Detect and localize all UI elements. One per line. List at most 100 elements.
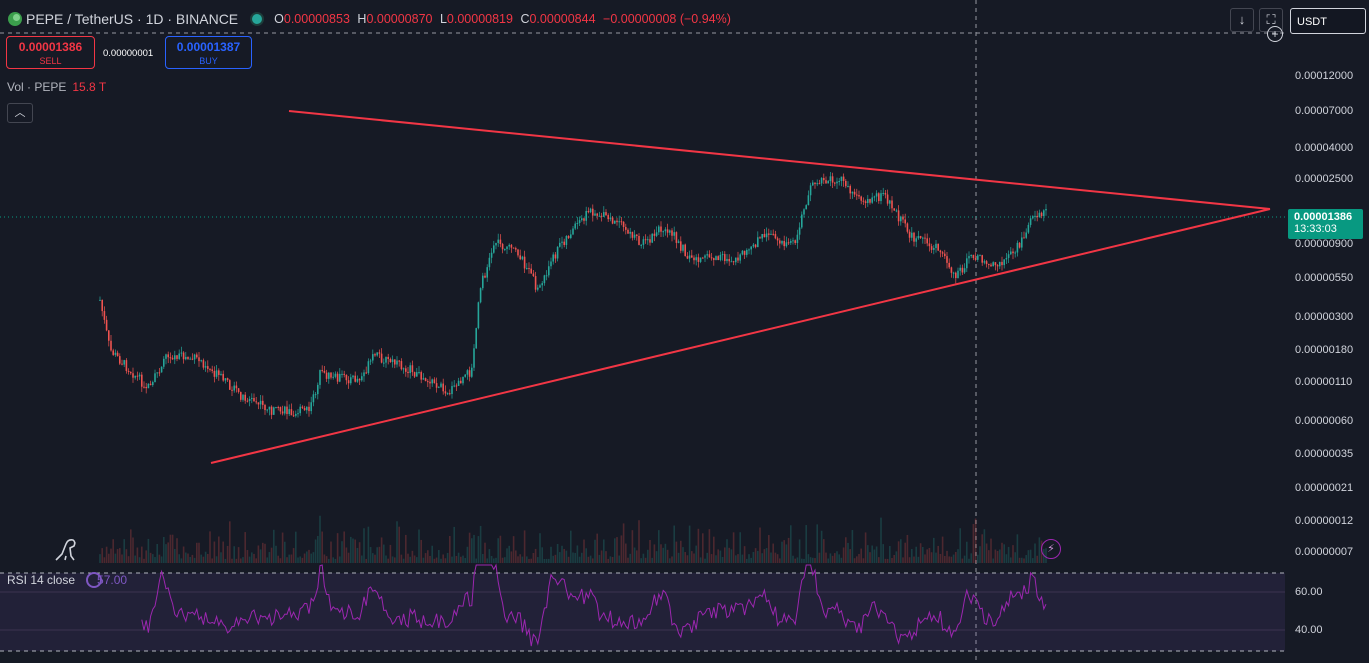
candle-body bbox=[105, 319, 108, 331]
candle-body bbox=[158, 372, 161, 374]
candle-body bbox=[794, 240, 796, 243]
candle-body bbox=[519, 255, 521, 260]
lower-trendline[interactable] bbox=[210, 208, 1271, 464]
candle-body bbox=[530, 268, 532, 274]
candle-body bbox=[693, 257, 695, 261]
candle-body bbox=[836, 181, 838, 184]
candle-body bbox=[1007, 254, 1010, 258]
candle-body bbox=[838, 181, 840, 183]
volume-bar bbox=[638, 520, 640, 563]
volume-legend[interactable]: Vol · PEPE 15.8 T bbox=[7, 80, 106, 94]
volume-bar bbox=[347, 552, 350, 563]
volume-bar bbox=[471, 538, 473, 563]
candle-body bbox=[255, 401, 257, 403]
volume-bar bbox=[886, 558, 889, 563]
volume-bar bbox=[737, 554, 739, 563]
volume-bar bbox=[292, 548, 295, 563]
candle-body bbox=[605, 212, 607, 216]
volume-bar bbox=[570, 530, 572, 563]
rsi-settings-icon[interactable] bbox=[86, 572, 102, 588]
volume-bar bbox=[427, 550, 429, 563]
candle-body bbox=[1018, 242, 1021, 248]
candle-body bbox=[640, 244, 642, 246]
volume-label: Vol · PEPE bbox=[7, 80, 67, 94]
candle-body bbox=[136, 375, 139, 377]
candle-body bbox=[147, 383, 150, 389]
volume-bar bbox=[827, 558, 829, 563]
candle-body bbox=[484, 275, 486, 278]
volume-bar bbox=[321, 531, 323, 563]
candle-body bbox=[405, 368, 407, 372]
volume-bar bbox=[402, 558, 405, 563]
volume-bar bbox=[935, 552, 937, 563]
candle-body bbox=[851, 191, 854, 194]
buy-button[interactable]: 0.00001387 BUY bbox=[165, 36, 252, 69]
low-label: L bbox=[439, 12, 447, 26]
volume-bar bbox=[132, 537, 134, 563]
volume-bar bbox=[152, 554, 154, 563]
volume-bar bbox=[812, 557, 814, 563]
candle-body bbox=[380, 353, 383, 363]
price-axis[interactable]: 0.00012000 0.00007000 0.00004000 0.00002… bbox=[1285, 38, 1369, 663]
market-status-icon[interactable] bbox=[250, 12, 265, 26]
candle-body bbox=[658, 226, 660, 233]
candle-body bbox=[369, 360, 372, 362]
candle-body bbox=[950, 267, 953, 273]
candle-body bbox=[424, 378, 427, 382]
volume-bar bbox=[999, 549, 1001, 563]
candle-body bbox=[220, 373, 222, 375]
volume-bar bbox=[488, 549, 491, 563]
volume-bar bbox=[792, 555, 794, 563]
candle-body bbox=[763, 234, 766, 238]
volume-bar bbox=[323, 554, 326, 563]
candle-body bbox=[1038, 212, 1041, 218]
volume-bar bbox=[231, 558, 233, 563]
candle-body bbox=[537, 287, 539, 290]
volume-bar bbox=[187, 553, 189, 563]
volume-bar bbox=[343, 531, 345, 563]
volume-bar bbox=[948, 556, 950, 563]
candle-body bbox=[911, 232, 913, 238]
candle-body bbox=[435, 383, 438, 388]
candle-body bbox=[1012, 251, 1014, 254]
candle-body bbox=[429, 381, 431, 384]
candle-body bbox=[343, 373, 345, 375]
volume-bar bbox=[647, 549, 649, 563]
candle-body bbox=[574, 223, 576, 229]
candle-body bbox=[631, 231, 634, 238]
volume-bar bbox=[374, 554, 376, 563]
candle-body bbox=[618, 221, 620, 223]
candle-body bbox=[589, 208, 592, 213]
upper-trendline[interactable] bbox=[288, 110, 1271, 210]
candle-body bbox=[647, 239, 649, 241]
candle-body bbox=[552, 254, 554, 262]
volume-bar bbox=[746, 558, 748, 563]
candle-body bbox=[559, 242, 561, 247]
download-icon[interactable]: ↓ bbox=[1230, 8, 1254, 32]
candle-body bbox=[204, 366, 207, 368]
add-alert-icon[interactable]: + bbox=[1267, 26, 1283, 42]
candle-body bbox=[387, 356, 389, 359]
lightning-icon[interactable]: ⚡ bbox=[1041, 539, 1061, 559]
candle-body bbox=[438, 386, 440, 388]
dino-icon[interactable] bbox=[55, 539, 76, 561]
volume-bar bbox=[418, 529, 420, 563]
candle-body bbox=[1001, 261, 1003, 266]
volume-bar bbox=[178, 554, 180, 563]
volume-bar bbox=[290, 554, 293, 563]
volume-bar bbox=[365, 558, 367, 563]
volume-bar bbox=[913, 556, 915, 563]
candle-body bbox=[616, 220, 618, 223]
candle-body bbox=[655, 232, 658, 236]
volume-bar bbox=[306, 551, 308, 563]
volume-bar bbox=[609, 556, 612, 563]
collapse-legend-button[interactable]: ︿ bbox=[7, 103, 33, 123]
volume-bar bbox=[268, 552, 271, 563]
candle-body bbox=[790, 241, 792, 243]
rsi-legend[interactable]: RSI 14 close 57.00 bbox=[7, 573, 127, 587]
currency-select[interactable]: USDT bbox=[1290, 8, 1366, 34]
sell-button[interactable]: 0.00001386 SELL bbox=[6, 36, 95, 69]
volume-bar bbox=[1036, 555, 1038, 563]
symbol-title[interactable]: PEPE / TetherUS · 1D · BINANCE bbox=[26, 11, 239, 27]
